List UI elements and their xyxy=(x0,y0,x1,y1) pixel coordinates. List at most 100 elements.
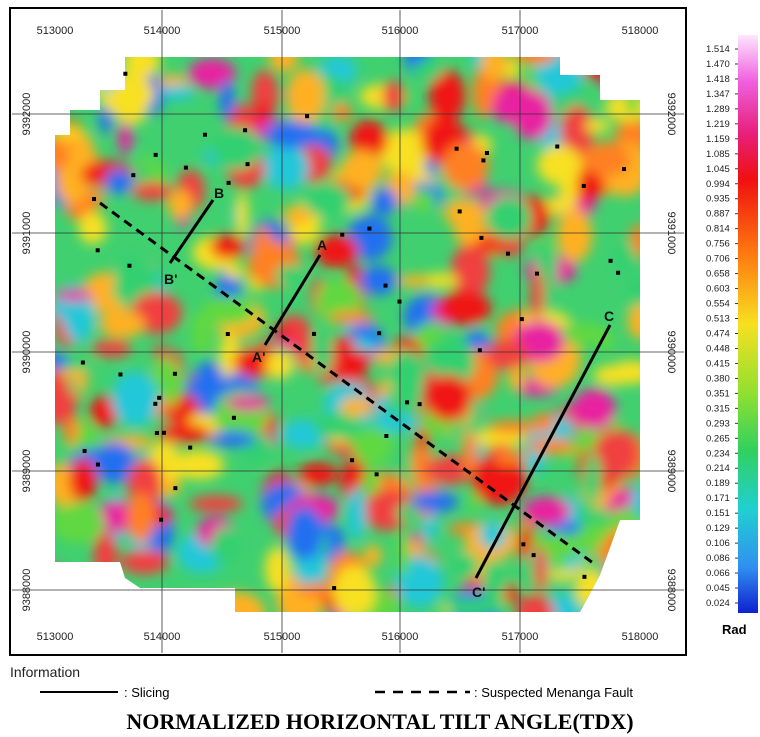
raster-blob xyxy=(503,584,518,604)
x-label: 514000 xyxy=(144,631,181,643)
raster-blob xyxy=(451,244,490,298)
sample-point xyxy=(485,151,489,155)
colorbar-label: 0.024 xyxy=(706,598,730,609)
figure: A A' B B' C C' 1.5141.4701.4181.3471.289… xyxy=(0,0,760,737)
sample-point xyxy=(375,472,379,476)
sample-point xyxy=(418,402,422,406)
sample-point xyxy=(227,181,231,185)
raster-blob xyxy=(194,361,225,403)
colorbar-label: 0.351 xyxy=(706,388,730,399)
sample-point xyxy=(188,446,192,450)
y-label: 9390000 xyxy=(21,331,33,374)
sample-point xyxy=(243,128,247,132)
sample-point xyxy=(154,153,158,157)
sample-point xyxy=(155,431,159,435)
x-label: 513000 xyxy=(37,25,74,37)
raster-blob xyxy=(550,547,566,574)
raster-blob xyxy=(453,552,478,578)
profile-label: C xyxy=(604,308,614,324)
raster-blob xyxy=(615,240,635,274)
title: NORMALIZED HORIZONTAL TILT ANGLE(TDX) xyxy=(126,709,633,734)
colorbar-label: 0.756 xyxy=(706,239,730,250)
colorbar-label: 0.658 xyxy=(706,269,730,280)
colorbar-label: 0.293 xyxy=(706,418,730,429)
raster-blob xyxy=(333,565,376,618)
raster-blob xyxy=(494,451,527,465)
sample-point xyxy=(246,162,250,166)
raster-blob xyxy=(371,188,397,216)
sample-point xyxy=(479,236,483,240)
sample-point xyxy=(332,586,336,590)
sample-point xyxy=(555,144,559,148)
raster-blob xyxy=(225,266,246,278)
raster-blob xyxy=(442,142,488,190)
x-label: 513000 xyxy=(37,631,74,643)
sample-point xyxy=(92,197,96,201)
raster-blob xyxy=(383,80,404,112)
sample-point xyxy=(305,114,309,118)
raster-blob xyxy=(333,103,352,122)
raster-blob xyxy=(286,506,323,560)
sample-point xyxy=(405,400,409,404)
colorbar-label: 1.418 xyxy=(706,74,730,85)
raster-blob xyxy=(298,462,339,486)
raster-blob xyxy=(582,142,631,177)
sample-point xyxy=(312,332,316,336)
colorbar-label: 0.994 xyxy=(706,179,730,190)
sample-point xyxy=(367,227,371,231)
raster-blob xyxy=(262,144,309,190)
sample-point xyxy=(520,317,524,321)
raster-blob xyxy=(533,413,554,432)
sample-point xyxy=(162,431,166,435)
x-label: 514000 xyxy=(144,25,181,37)
profile-label: A' xyxy=(252,349,265,365)
x-label: 516000 xyxy=(382,25,419,37)
raster-blob xyxy=(264,120,318,149)
sample-point xyxy=(458,209,462,213)
raster-blob xyxy=(266,352,293,379)
raster-blob xyxy=(426,374,471,422)
colorbar-label: 0.554 xyxy=(706,299,730,310)
raster-blob xyxy=(346,488,366,540)
sample-point xyxy=(616,271,620,275)
y-label: 9390000 xyxy=(665,331,677,374)
y-label: 9391000 xyxy=(21,212,33,255)
sample-point xyxy=(184,166,188,170)
raster-blob xyxy=(408,542,425,556)
x-label: 518000 xyxy=(622,25,659,37)
raster-blob xyxy=(411,491,458,513)
profile-label: B' xyxy=(164,271,177,287)
sample-point xyxy=(478,348,482,352)
sample-point xyxy=(159,518,163,522)
x-label: 517000 xyxy=(502,631,539,643)
sample-point xyxy=(622,167,626,171)
sample-point xyxy=(377,331,381,335)
sample-point xyxy=(340,233,344,237)
raster-blob xyxy=(389,349,424,399)
colorbar xyxy=(738,35,758,613)
sample-point xyxy=(532,553,536,557)
y-label: 9388000 xyxy=(665,569,677,612)
page: {"map": { "title": "NORMALIZED HORIZONTA… xyxy=(0,0,760,737)
colorbar-label: 0.603 xyxy=(706,284,730,295)
raster-blob xyxy=(265,547,289,592)
colorbar-label: 0.474 xyxy=(706,328,730,339)
sample-point xyxy=(226,332,230,336)
raster-blob xyxy=(396,505,417,522)
legend-slicing: : Slicing xyxy=(124,685,170,700)
raster-blob xyxy=(127,492,156,542)
raster-blob xyxy=(168,189,193,219)
sample-point xyxy=(481,158,485,162)
sample-point xyxy=(521,542,525,546)
raster-blob xyxy=(584,120,610,133)
raster-blob xyxy=(69,458,97,501)
raster-blob xyxy=(364,544,382,566)
raster-blob xyxy=(352,338,377,352)
legend-heading: Information xyxy=(10,664,80,680)
raster-blob xyxy=(165,478,180,495)
sample-point xyxy=(384,284,388,288)
y-label: 9392000 xyxy=(665,93,677,136)
colorbar-label: 0.189 xyxy=(706,478,730,489)
colorbar-label: 0.380 xyxy=(706,373,730,384)
raster-blob xyxy=(412,189,436,212)
